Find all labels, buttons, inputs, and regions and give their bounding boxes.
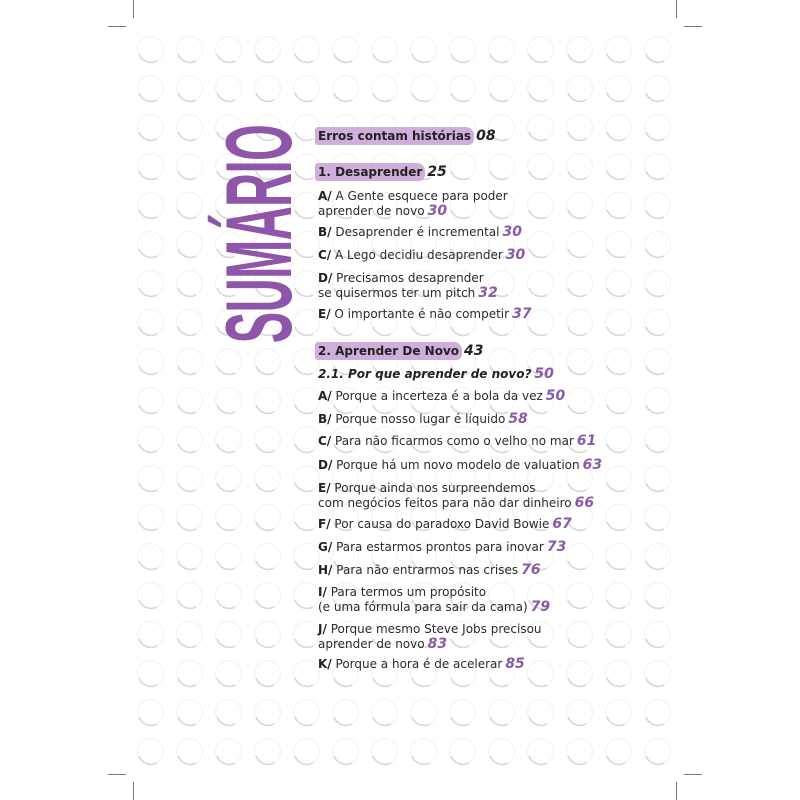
toc-entry: K/ Porque a hora é de acelerar 85 (318, 657, 525, 672)
toc-entry: E/ O importante é não competir 37 (318, 307, 532, 322)
toc-entry: B/ Porque nosso lugar é líquido 58 (318, 412, 528, 427)
entry-text: Porque a hora é de acelerar (335, 657, 503, 671)
intro-entry: Erros contam histórias 08 (315, 127, 496, 145)
entry-text: Porque a incerteza é a bola da vez (335, 389, 543, 403)
toc-entry: I/ Para termos um propósito (e uma fórmul… (318, 585, 550, 615)
subsection-label: 2.1. Por que aprender de novo? (318, 367, 532, 381)
section-label: 2. Aprender De Novo (315, 342, 463, 360)
entry-letter: C/ (318, 434, 332, 448)
toc-entry: F/ Por causa do paradoxo David Bowie 67 (318, 517, 572, 532)
entry-text: Por causa do paradoxo David Bowie (334, 517, 550, 531)
entry-text: Porque mesmo Steve Jobs precisou (330, 622, 542, 636)
entry-text: Porque nosso lugar é líquido (335, 412, 506, 426)
toc-entry: D/ Precisamos desaprender se quisermos te… (318, 271, 498, 301)
page-number: 50 (545, 388, 566, 404)
page-number: 73 (546, 539, 567, 555)
entry-text: aprender de novo (318, 204, 425, 218)
entry-text: se quisermos ter um pitch (318, 286, 476, 300)
crop-mark (684, 774, 702, 775)
page-number: 58 (508, 411, 528, 427)
page-number: 50 (534, 366, 554, 382)
page-number: 30 (427, 203, 448, 219)
entry-text: Desaprender é incremental (335, 225, 500, 239)
page-number: 83 (427, 636, 448, 652)
crop-mark (676, 0, 677, 18)
page-number: 30 (505, 247, 526, 263)
page-number: 37 (512, 306, 532, 322)
toc-entry: A/ Porque a incerteza é a bola da vez 50 (318, 389, 565, 404)
entry-letter: C/ (318, 248, 332, 262)
entry-text: Porque ainda nos surpreendemos (334, 481, 536, 495)
toc-entry: G/ Para estarmos prontos para inovar 73 (318, 540, 566, 555)
entry-text: com negócios feitos para não dar dinheir… (318, 496, 572, 510)
entry-text: Porque há um novo modelo de valuation (336, 458, 580, 472)
page-number: 30 (502, 224, 522, 240)
entry-letter: A/ (318, 189, 332, 203)
toc-entry: A/ A Gente esquece para poder aprender de… (318, 189, 508, 219)
entry-text: O importante é não competir (334, 307, 510, 321)
entry-letter: F/ (318, 517, 331, 531)
entry-letter: K/ (318, 657, 332, 671)
toc-entry: B/ Desaprender é incremental 30 (318, 225, 522, 240)
entry-letter: I/ (318, 585, 327, 599)
entry-text: Para termos um propósito (330, 585, 487, 599)
toc-entry: J/ Porque mesmo Steve Jobs precisou apren… (318, 622, 542, 652)
crop-mark (133, 782, 134, 800)
page-number: 61 (576, 433, 597, 449)
entry-text: Para não ficarmos como o velho no mar (335, 434, 574, 448)
entry-letter: E/ (318, 481, 331, 495)
entry-letter: D/ (318, 458, 333, 472)
entry-letter: B/ (318, 225, 332, 239)
toc-entry: C/ A Lego decidiu desaprender 30 (318, 248, 525, 263)
page-number: 08 (476, 128, 496, 144)
entry-text: Precisamos desaprender (336, 271, 484, 285)
entry-text: (e uma fórmula para sair da cama) (318, 600, 528, 614)
part-2-heading: 2. Aprender De Novo 43 (315, 342, 484, 360)
entry-text: Para estarmos prontos para inovar (336, 540, 544, 554)
toc-entry: D/ Porque há um novo modelo de valuation… (318, 458, 602, 473)
part-1-heading: 1. Desaprender 25 (315, 163, 447, 181)
crop-mark (676, 782, 677, 800)
section-label: 1. Desaprender (315, 163, 426, 181)
section-label: Erros contam histórias (315, 127, 475, 145)
page-title: SUMÁRIO (206, 124, 311, 344)
page-number: 25 (427, 164, 447, 180)
entry-letter: E/ (318, 307, 331, 321)
page-number: 67 (552, 516, 572, 532)
page-number: 32 (478, 285, 498, 301)
toc-entry: H/ Para não entrarmos nas crises 76 (318, 563, 541, 578)
page-number: 66 (574, 495, 595, 511)
entry-letter: G/ (318, 540, 333, 554)
entry-letter: J/ (318, 622, 327, 636)
crop-mark (108, 26, 126, 27)
page-number: 43 (464, 343, 484, 359)
entry-letter: B/ (318, 412, 332, 426)
entry-text: Para não entrarmos nas crises (336, 563, 519, 577)
crop-mark (108, 774, 126, 775)
entry-letter: H/ (318, 563, 333, 577)
page-number: 76 (521, 562, 541, 578)
entry-letter: A/ (318, 389, 332, 403)
entry-text: A Lego decidiu desaprender (335, 248, 503, 262)
toc-entry: E/ Porque ainda nos surpreendemos com neg… (318, 481, 594, 511)
page-number: 63 (582, 457, 603, 473)
crop-mark (684, 26, 702, 27)
page-number: 79 (530, 599, 551, 615)
entry-text: A Gente esquece para poder (335, 189, 508, 203)
entry-text: aprender de novo (318, 637, 425, 651)
page-number: 85 (505, 656, 525, 672)
subsection-heading: 2.1. Por que aprender de novo? 50 (318, 367, 554, 382)
crop-mark (133, 0, 134, 18)
entry-letter: D/ (318, 271, 333, 285)
toc-entry: C/ Para não ficarmos como o velho no mar… (318, 434, 596, 449)
